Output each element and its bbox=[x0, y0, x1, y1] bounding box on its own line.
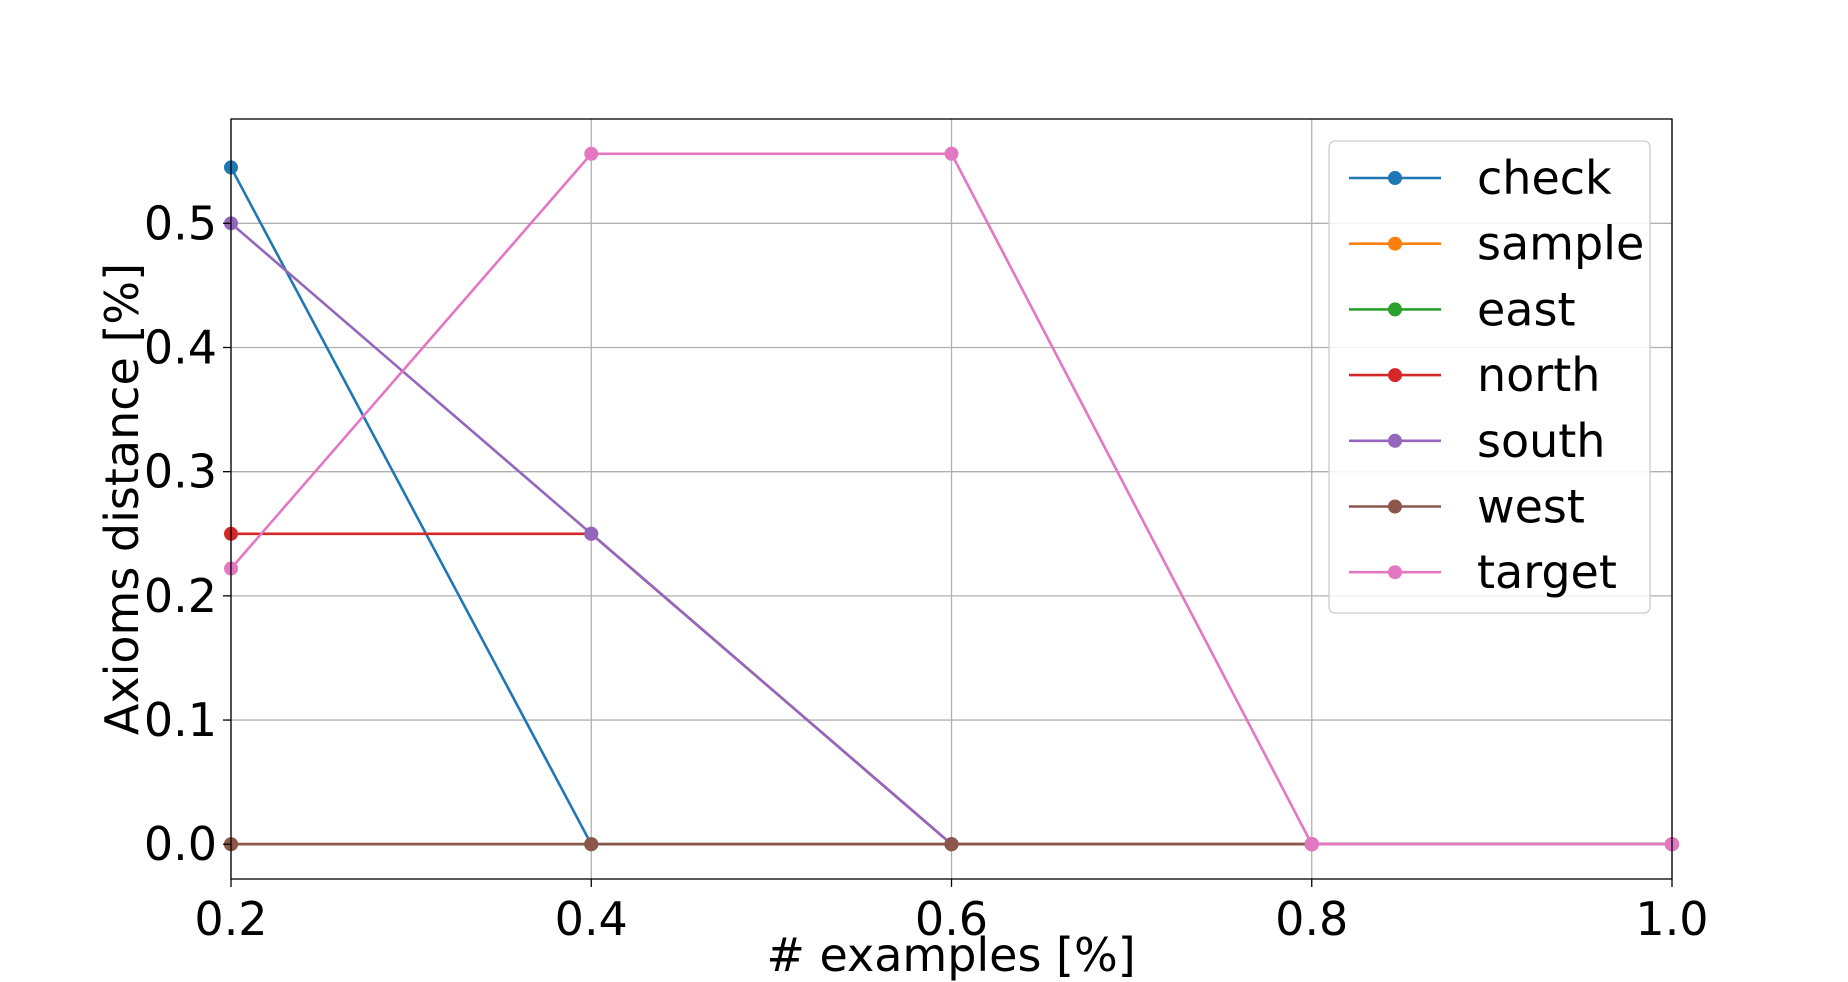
data-point-target bbox=[584, 146, 599, 161]
y-tick-label: 0.2 bbox=[144, 569, 217, 623]
y-tick-label: 0.3 bbox=[144, 445, 217, 499]
legend-marker bbox=[1388, 236, 1402, 251]
legend-label: south bbox=[1477, 414, 1605, 468]
legend-entry-west: west bbox=[1349, 480, 1585, 534]
data-point-target bbox=[944, 146, 959, 161]
series-lines bbox=[224, 146, 1679, 852]
legend-label: east bbox=[1477, 282, 1576, 336]
data-point-south bbox=[584, 526, 599, 541]
legend-label: check bbox=[1477, 151, 1612, 205]
legend-box bbox=[1328, 140, 1651, 614]
legend-label: west bbox=[1477, 480, 1585, 534]
legend-marker bbox=[1388, 171, 1402, 185]
y-tick-label: 0.1 bbox=[144, 693, 217, 747]
data-point-target bbox=[1304, 837, 1319, 852]
legend-marker bbox=[1388, 499, 1402, 514]
legend-label: north bbox=[1477, 348, 1600, 402]
x-tick-label: 0.6 bbox=[915, 892, 988, 946]
data-point-west bbox=[584, 837, 599, 852]
x-tick-label: 0.2 bbox=[194, 892, 267, 946]
x-axis-label: # examples [%] bbox=[766, 928, 1135, 982]
legend: check sample east north south west target bbox=[1328, 140, 1651, 614]
y-tick-label: 0.0 bbox=[144, 817, 217, 871]
legend-entry-check: check bbox=[1349, 151, 1612, 205]
x-tick-labels: 0.2 0.4 0.6 0.8 1.0 bbox=[194, 879, 1709, 946]
x-tick-label: 0.8 bbox=[1275, 892, 1348, 946]
legend-entry-south: south bbox=[1349, 414, 1605, 468]
y-tick-label: 0.5 bbox=[144, 196, 217, 250]
data-point-west bbox=[944, 837, 959, 852]
legend-label: sample bbox=[1477, 217, 1644, 271]
legend-entry-sample: sample bbox=[1349, 217, 1644, 271]
y-tick-labels: 0.0 0.1 0.2 0.3 0.4 0.5 bbox=[144, 196, 231, 871]
legend-marker bbox=[1388, 433, 1402, 448]
legend-entry-target: target bbox=[1349, 545, 1617, 599]
legend-marker bbox=[1388, 302, 1402, 317]
x-tick-label: 1.0 bbox=[1635, 892, 1708, 946]
x-tick-label: 0.4 bbox=[555, 892, 628, 946]
legend-marker bbox=[1388, 565, 1402, 580]
legend-label: target bbox=[1477, 545, 1617, 599]
legend-marker bbox=[1388, 368, 1402, 383]
y-axis-label: Axioms distance [%] bbox=[95, 263, 149, 735]
legend-entry-east: east bbox=[1349, 282, 1576, 336]
legend-entry-north: north bbox=[1349, 348, 1600, 402]
y-tick-label: 0.4 bbox=[144, 320, 217, 374]
